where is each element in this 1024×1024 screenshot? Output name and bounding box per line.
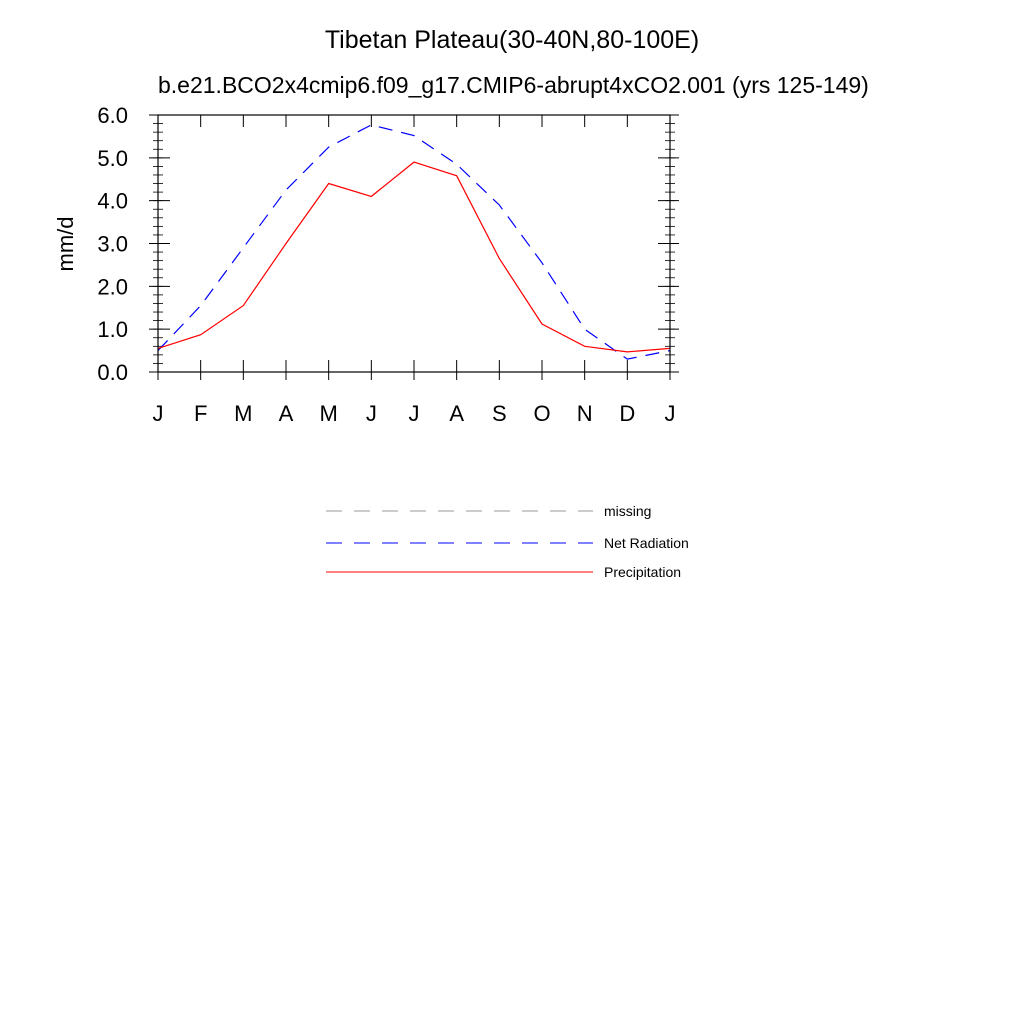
series-lines [157,124,671,360]
x-tick-label: N [577,401,593,426]
y-tick-label: 3.0 [97,232,128,257]
series-line-precipitation [157,161,671,353]
x-tick-label: J [665,401,676,426]
legend-label: Precipitation [604,564,681,580]
legend-label: Net Radiation [604,535,689,551]
x-tick-label: S [492,401,507,426]
chart-title: Tibetan Plateau(30-40N,80-100E) [324,26,700,54]
x-tick-label: J [153,401,164,426]
y-axis-label: mm/d [53,217,78,272]
y-tick-labels: 0.0 1.0 2.0 3.0 4.0 5.0 6.0 [97,103,128,385]
x-tick-label: O [533,401,550,426]
chart-subtitle: b.e21.BCO2x4cmip6.f09_g17.CMIP6-abrupt4x… [158,72,869,98]
y-tick-label: 4.0 [97,189,128,214]
x-tick-label: F [194,401,207,426]
legend-label: missing [604,503,651,519]
y-tick-label: 6.0 [97,103,128,128]
x-tick-label: M [320,401,338,426]
axis-ticks [149,114,679,380]
y-tick-label: 0.0 [97,360,128,385]
plot-frame [157,114,671,373]
y-tick-label: 2.0 [97,274,128,299]
series-line-net-radiation [157,124,671,360]
x-tick-label: D [619,401,635,426]
y-tick-label: 1.0 [97,317,128,342]
x-tick-label: M [234,401,252,426]
x-tick-label: J [366,401,377,426]
x-tick-label: J [409,401,420,426]
legend: missing Net Radiation Precipitation [326,503,689,580]
x-tick-label: A [449,401,464,426]
x-tick-label: A [279,401,294,426]
y-tick-label: 5.0 [97,146,128,171]
